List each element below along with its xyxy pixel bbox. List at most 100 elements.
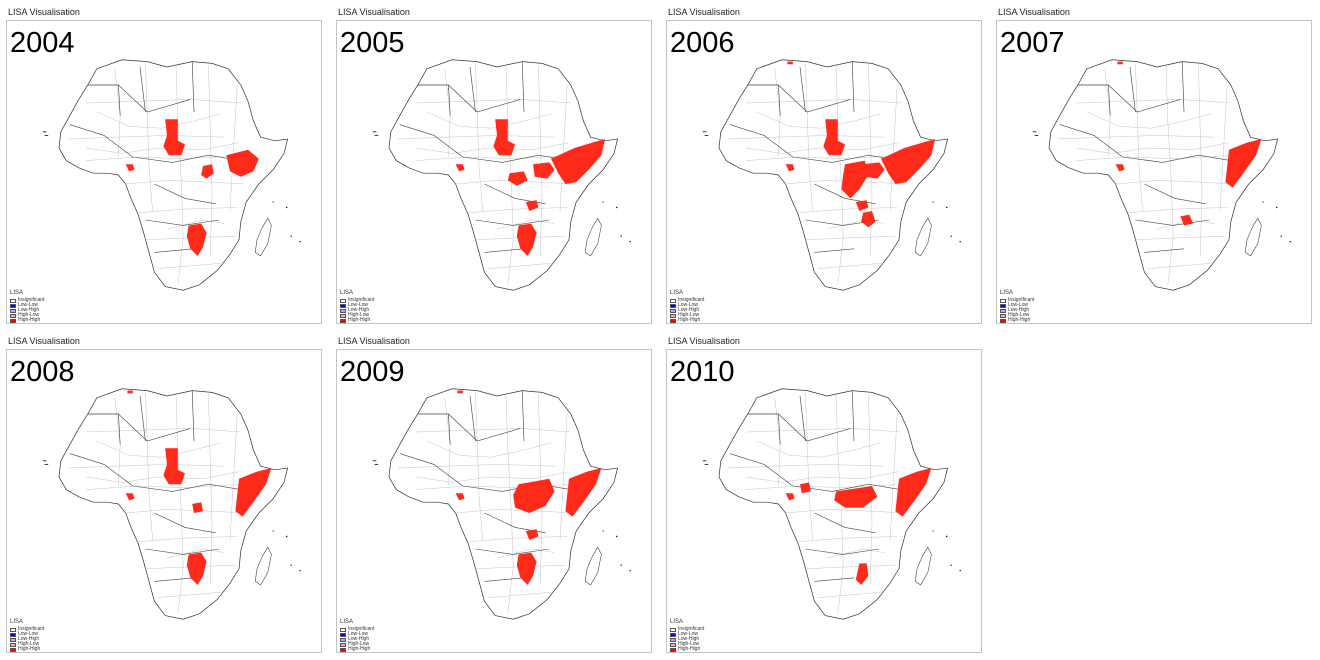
legend-item: High-Low (670, 313, 704, 318)
map-frame: 2010 LISA Insignificant Low-Low Low-High High… (666, 349, 982, 653)
legend-swatch (670, 303, 676, 308)
legend: LISA Insignificant Low-Low Low-High High-Low… (10, 619, 44, 652)
legend-swatch (340, 318, 346, 323)
africa-outline (372, 388, 632, 620)
africa-outline (702, 388, 962, 620)
legend-item: Insignificant (670, 298, 704, 303)
map-panel-2005: LISA Visualisation 2005 LISA Insignificant L… (335, 7, 653, 324)
legend-label: Insignificant (1008, 297, 1035, 303)
year-label: 2009 (340, 356, 405, 388)
africa-map (372, 59, 632, 291)
legend-item: Low-Low (340, 632, 374, 637)
legend-swatch (10, 642, 16, 647)
legend-label: Insignificant (348, 626, 375, 632)
legend-swatch (340, 298, 346, 303)
legend: LISA Insignificant Low-Low Low-High High-Low… (1000, 290, 1034, 323)
legend-swatch (340, 642, 346, 647)
legend-item: Insignificant (340, 627, 374, 632)
legend-swatch (1000, 303, 1006, 308)
panel-caption: LISA Visualisation (8, 336, 80, 346)
africa-map (42, 59, 302, 291)
legend-label: Low-Low (1008, 302, 1029, 308)
legend-title: LISA (10, 619, 24, 625)
year-label: 2010 (670, 356, 735, 388)
legend-swatch (10, 313, 16, 318)
map-frame: 2004 LISA Insignificant Low-Low Low-High High… (6, 20, 322, 324)
legend-label: Low-High (348, 636, 370, 642)
legend-swatch (1000, 318, 1006, 323)
legend-item: Low-High (340, 637, 374, 642)
legend-swatch (340, 627, 346, 632)
legend-label: Low-High (1008, 307, 1030, 313)
legend-item: High-High (340, 647, 374, 652)
hotspot-north-africa-coast (457, 390, 463, 394)
legend-label: Insignificant (18, 626, 45, 632)
legend-item: High-High (1000, 318, 1034, 323)
legend-label: High-High (678, 646, 701, 652)
legend-label: Low-High (18, 307, 40, 313)
legend-label: High-Low (678, 312, 700, 318)
legend-item: High-Low (340, 642, 374, 647)
legend-item: High-Low (670, 642, 704, 647)
year-label: 2006 (670, 27, 735, 59)
legend-swatch (10, 632, 16, 637)
legend-label: Insignificant (18, 297, 45, 303)
legend-swatch (670, 298, 676, 303)
africa-outline (372, 59, 632, 291)
panel-caption: LISA Visualisation (338, 7, 410, 17)
legend: LISA Insignificant Low-Low Low-High High-Low… (340, 619, 374, 652)
africa-map (42, 388, 302, 620)
map-frame: 2006 LISA Insignificant Low-Low Low-High High… (666, 20, 982, 324)
map-panel-2006: LISA Visualisation 2006 LISA Insignificant L… (665, 7, 983, 324)
hotspot-north-africa-coast (1117, 61, 1123, 65)
legend-label: Low-Low (348, 631, 369, 637)
legend-label: Insignificant (678, 297, 705, 303)
legend-swatch (340, 313, 346, 318)
legend-label: High-High (678, 317, 701, 323)
legend-swatch (10, 298, 16, 303)
legend-swatch (340, 632, 346, 637)
legend-swatch (670, 313, 676, 318)
map-frame: 2009 LISA Insignificant Low-Low Low-High High… (336, 349, 652, 653)
legend-item: High-Low (1000, 313, 1034, 318)
legend-item: Insignificant (10, 298, 44, 303)
legend-label: Low-High (348, 307, 370, 313)
legend-label: High-Low (678, 641, 700, 647)
panel-caption: LISA Visualisation (338, 336, 410, 346)
legend-swatch (10, 308, 16, 313)
legend-item: High-High (670, 318, 704, 323)
africa-outline (42, 59, 302, 291)
legend-item: Insignificant (10, 627, 44, 632)
legend-swatch (340, 303, 346, 308)
legend-label: Low-Low (348, 302, 369, 308)
hotspot-nigeria-east (800, 482, 811, 494)
legend-item: High-Low (10, 642, 44, 647)
legend-item: Low-High (10, 637, 44, 642)
legend-item: High-High (670, 647, 704, 652)
africa-map (702, 59, 962, 291)
map-frame: 2007 LISA Insignificant Low-Low Low-High High… (996, 20, 1312, 324)
legend-swatch (10, 647, 16, 652)
legend-title: LISA (10, 290, 24, 296)
hotspot-north-africa-coast (787, 61, 793, 65)
map-panel-2008: LISA Visualisation 2008 LISA Insignificant L… (5, 336, 323, 653)
legend-item: Low-Low (340, 303, 374, 308)
legend-swatch (1000, 298, 1006, 303)
legend-swatch (340, 647, 346, 652)
legend-swatch (670, 642, 676, 647)
legend-label: High-High (348, 317, 371, 323)
africa-outline (42, 388, 302, 620)
legend-label: Insignificant (678, 626, 705, 632)
africa-map (1032, 59, 1292, 291)
legend-item: Low-Low (1000, 303, 1034, 308)
legend-label: High-High (1008, 317, 1031, 323)
legend-item: Low-Low (670, 303, 704, 308)
legend-label: High-Low (18, 641, 40, 647)
legend-swatch (670, 627, 676, 632)
legend: LISA Insignificant Low-Low Low-High High-Low… (340, 290, 374, 323)
legend-label: High-Low (18, 312, 40, 318)
legend-label: Low-High (678, 636, 700, 642)
legend-item: High-High (340, 318, 374, 323)
legend-swatch (670, 632, 676, 637)
legend-label: High-Low (1008, 312, 1030, 318)
